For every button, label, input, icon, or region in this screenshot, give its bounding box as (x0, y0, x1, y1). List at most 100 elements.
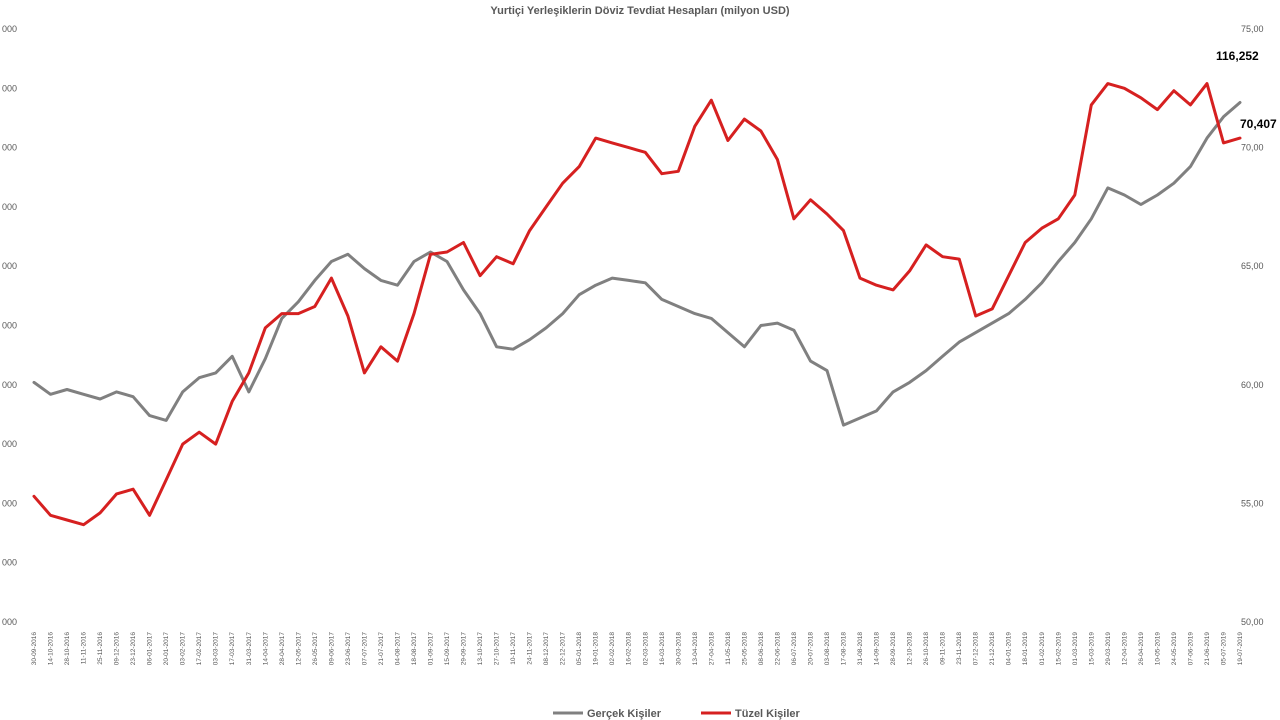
x-tick-label: 04-01-2019 (1006, 632, 1013, 666)
x-tick-label: 13-10-2017 (477, 632, 484, 666)
x-tick-label: 06-01-2017 (147, 632, 154, 666)
x-tick-label: 08-12-2017 (543, 632, 550, 666)
x-axis: 30-09-2016 14-10-2016 28-10-2016 11-11-2016… (31, 632, 1244, 666)
x-tick-label: 30-09-2016 (31, 632, 38, 666)
x-tick-label: 08-06-2018 (758, 632, 765, 666)
x-tick-label: 18-01-2019 (1022, 632, 1029, 666)
x-tick-label: 26-05-2017 (312, 632, 319, 666)
right-axis: 75,00 70,00 65,00 60,00 55,00 50,00 (1241, 24, 1264, 627)
x-tick-label: 05-01-2018 (576, 632, 583, 666)
x-tick-label: 20-07-2018 (807, 632, 814, 666)
end-label-gercek: 116,252 (1216, 49, 1259, 63)
x-tick-label: 24-05-2019 (1171, 632, 1178, 666)
x-tick-label: 01-03-2019 (1072, 632, 1079, 666)
x-tick-label: 01-02-2019 (1039, 632, 1046, 666)
right-tick-label: 75,00 (1241, 24, 1264, 34)
x-tick-label: 03-08-2018 (824, 632, 831, 666)
chart-title: Yurtiçi Yerleşiklerin Döviz Tevdiat Hesa… (490, 5, 789, 17)
series-line-0 (32, 101, 1242, 427)
right-tick-label: 65,00 (1241, 261, 1264, 271)
x-tick-label: 19-01-2018 (593, 632, 600, 666)
x-tick-label: 09-06-2017 (328, 632, 335, 666)
x-tick-label: 28-04-2017 (279, 632, 286, 666)
legend-label-tuzel: Tüzel Kişiler (735, 708, 801, 720)
x-tick-label: 23-12-2016 (130, 632, 137, 666)
x-tick-label: 25-11-2016 (97, 632, 104, 665)
left-tick-label: 000 (2, 143, 17, 153)
x-tick-label: 02-02-2018 (609, 632, 616, 666)
x-tick-label: 26-10-2018 (923, 632, 930, 666)
end-labels: 116,252 70,407 (1216, 49, 1277, 131)
x-tick-label: 14-10-2016 (48, 632, 55, 666)
x-tick-label: 22-12-2017 (560, 632, 567, 666)
x-tick-label: 10-05-2019 (1154, 632, 1161, 666)
x-tick-label: 21-07-2017 (378, 632, 385, 666)
x-tick-label: 29-03-2019 (1105, 632, 1112, 666)
x-tick-label: 18-08-2017 (411, 632, 418, 666)
x-tick-label: 29-09-2017 (461, 632, 468, 666)
legend-label-gercek: Gerçek Kişiler (587, 708, 662, 720)
x-tick-label: 11-11-2016 (81, 632, 88, 665)
x-tick-label: 16-02-2018 (626, 632, 633, 666)
x-tick-label: 24-11-2017 (527, 632, 534, 665)
left-tick-label: 000 (2, 321, 17, 331)
x-tick-label: 21-06-2019 (1204, 632, 1211, 666)
x-tick-label: 15-02-2019 (1055, 632, 1062, 666)
x-tick-label: 04-08-2017 (394, 632, 401, 666)
x-tick-label: 07-07-2017 (361, 632, 368, 666)
left-tick-label: 000 (2, 24, 17, 34)
right-tick-label: 50,00 (1241, 617, 1264, 627)
series-layer (32, 82, 1242, 527)
legend: Gerçek Kişiler Tüzel Kişiler (553, 708, 801, 720)
x-tick-label: 15-03-2019 (1088, 632, 1095, 666)
x-tick-label: 27-10-2017 (494, 632, 501, 666)
x-tick-label: 02-03-2018 (642, 632, 649, 666)
x-tick-label: 01-09-2017 (427, 632, 434, 666)
right-tick-label: 55,00 (1241, 498, 1264, 508)
left-tick-label: 000 (2, 380, 17, 390)
left-tick-label: 000 (2, 202, 17, 212)
right-tick-label: 60,00 (1241, 380, 1264, 390)
x-tick-label: 05-07-2019 (1220, 632, 1227, 666)
x-tick-label: 14-04-2017 (262, 632, 269, 666)
x-tick-label: 28-10-2016 (64, 632, 71, 666)
x-tick-label: 06-07-2018 (791, 632, 798, 666)
left-tick-label: 000 (2, 439, 17, 449)
x-tick-label: 07-12-2018 (973, 632, 980, 666)
left-tick-label: 000 (2, 498, 17, 508)
series-line-1 (32, 82, 1242, 527)
x-tick-label: 23-06-2017 (345, 632, 352, 666)
x-tick-label: 14-09-2018 (874, 632, 881, 666)
x-tick-label: 09-12-2016 (114, 632, 121, 666)
right-tick-label: 70,00 (1241, 143, 1264, 153)
x-tick-label: 20-01-2017 (163, 632, 170, 666)
x-tick-label: 15-09-2017 (444, 632, 451, 666)
x-tick-label: 23-11-2018 (956, 632, 963, 665)
x-tick-label: 12-05-2017 (295, 632, 302, 666)
x-tick-label: 28-09-2018 (890, 632, 897, 666)
x-tick-label: 03-02-2017 (180, 632, 187, 666)
x-tick-label: 17-03-2017 (229, 632, 236, 666)
x-tick-label: 07-06-2019 (1187, 632, 1194, 666)
x-tick-label: 26-04-2019 (1138, 632, 1145, 666)
x-tick-label: 31-08-2018 (857, 632, 864, 666)
left-tick-label: 000 (2, 83, 17, 93)
x-tick-label: 13-04-2018 (692, 632, 699, 666)
x-tick-label: 30-03-2018 (675, 632, 682, 666)
x-tick-label: 16-03-2018 (659, 632, 666, 666)
x-tick-label: 12-04-2019 (1121, 632, 1128, 666)
left-axis: 000 000 000 000 000 000 000 000 000 000 000 (2, 24, 17, 627)
end-label-tuzel: 70,407 (1240, 117, 1277, 131)
x-tick-label: 31-03-2017 (246, 632, 253, 666)
x-tick-label: 17-08-2018 (841, 632, 848, 666)
x-tick-label: 10-11-2017 (510, 632, 517, 665)
x-tick-label: 22-06-2018 (774, 632, 781, 666)
left-tick-label: 000 (2, 558, 17, 568)
x-tick-label: 25-05-2018 (741, 632, 748, 666)
x-tick-label: 21-12-2018 (989, 632, 996, 666)
left-tick-label: 000 (2, 617, 17, 627)
x-tick-label: 27-04-2018 (708, 632, 715, 666)
left-tick-label: 000 (2, 261, 17, 271)
x-tick-label: 17-02-2017 (196, 632, 203, 666)
